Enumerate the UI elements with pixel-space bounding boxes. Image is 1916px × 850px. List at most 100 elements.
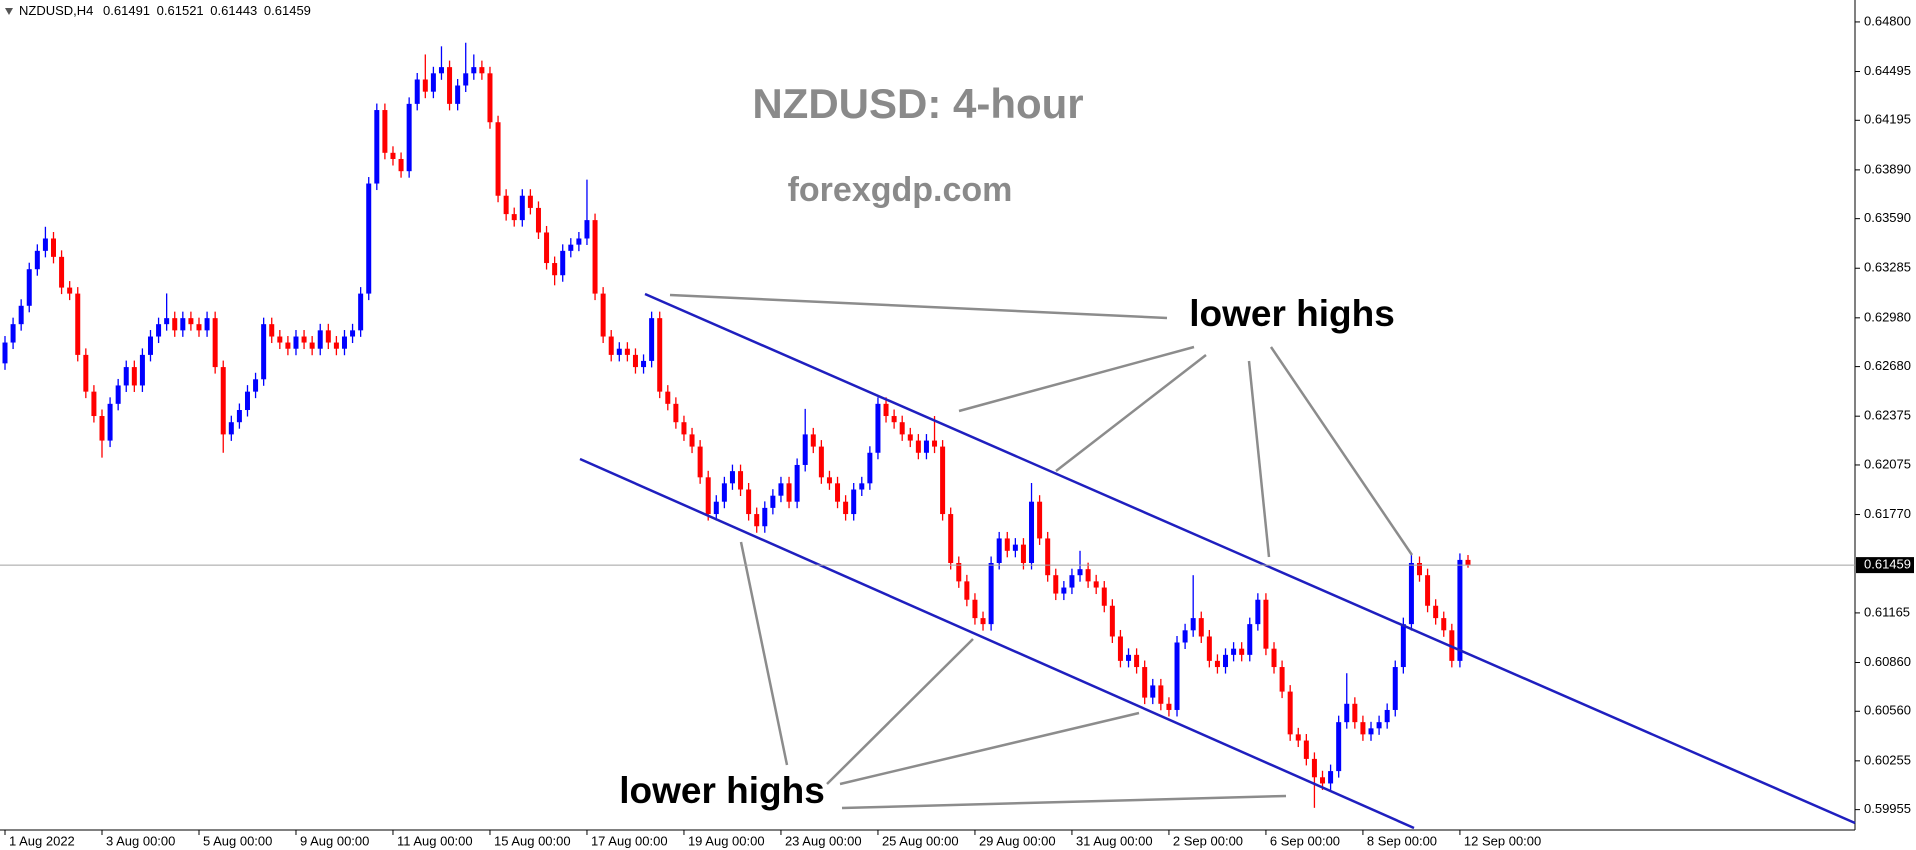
candle-body: [2, 342, 8, 364]
x-tick-label: 6 Sep 00:00: [1270, 833, 1340, 848]
x-tick-label: 12 Sep 00:00: [1464, 833, 1541, 848]
candle-body: [1352, 703, 1358, 723]
candle-body: [236, 410, 242, 423]
candle-body: [1166, 703, 1172, 710]
candle-body: [1085, 569, 1091, 582]
candle-body: [10, 324, 16, 343]
candle-body: [1465, 559, 1471, 566]
x-tick-label: 1 Aug 2022: [9, 833, 75, 848]
candle-body: [665, 391, 671, 404]
candle-body: [1344, 703, 1350, 723]
upper-channel-line: [644, 292, 1856, 825]
candle-body: [447, 67, 453, 104]
pointer-line: [958, 345, 1195, 413]
pointer-line: [1055, 354, 1207, 472]
chart-title: NZDUSD: 4-hour: [752, 80, 1083, 127]
candle-body: [907, 434, 913, 441]
x-tick-label: 11 Aug 00:00: [397, 833, 473, 848]
candle-body: [923, 440, 929, 453]
candle-body: [544, 232, 550, 264]
pointer-line: [839, 711, 1140, 786]
candle-body: [1214, 660, 1220, 668]
candle-body: [59, 256, 65, 288]
y-tick-label: 0.64195: [1864, 112, 1911, 127]
candle-body: [164, 318, 170, 325]
candle-body: [511, 214, 517, 221]
candle-body: [560, 250, 566, 276]
candle-body: [325, 330, 331, 343]
candle-body: [1206, 636, 1212, 661]
candle-body: [406, 103, 412, 172]
x-tick-label: 29 Aug 00:00: [979, 833, 1056, 848]
candle-body: [843, 501, 849, 515]
candle-body: [600, 293, 606, 337]
candle-body: [1417, 562, 1423, 576]
candle-body: [729, 471, 735, 484]
candle-body: [196, 324, 202, 331]
candle-body: [891, 416, 897, 423]
candle-body: [366, 183, 372, 294]
pointer-line: [739, 541, 789, 766]
candles: [2, 42, 1471, 808]
last-close: 0.61459: [264, 3, 311, 18]
candle-body: [1279, 667, 1285, 692]
candle-body: [738, 471, 744, 490]
candle-body: [1441, 618, 1447, 631]
candle-body: [220, 367, 226, 435]
candle-body: [762, 507, 768, 527]
candle-body: [1223, 654, 1229, 668]
candle-body: [333, 342, 339, 349]
candle-body: [552, 263, 558, 276]
candle-body: [1239, 648, 1245, 655]
candle-body: [1109, 605, 1115, 637]
candle-body: [1433, 605, 1439, 619]
candle-body: [285, 342, 291, 349]
x-tick-label: 19 Aug 00:00: [688, 833, 765, 848]
candle-body: [1247, 624, 1253, 655]
annotation: lower highs: [1189, 293, 1395, 334]
candle-body: [115, 385, 121, 404]
candle-body: [463, 73, 469, 86]
candle-body: [382, 110, 388, 153]
candle-body: [317, 330, 323, 349]
candle-body: [438, 67, 444, 74]
candle-body: [1182, 630, 1188, 643]
candle-body: [826, 477, 832, 484]
candle-body: [786, 483, 792, 502]
candle-body: [1061, 587, 1067, 594]
candle-body: [1376, 722, 1382, 729]
candle-body: [883, 403, 889, 417]
candle-body: [1263, 599, 1269, 649]
candle-body: [1360, 722, 1366, 735]
candle-body: [42, 238, 48, 251]
candle-body: [131, 367, 137, 386]
candle-body: [1053, 575, 1059, 594]
candle-body: [374, 110, 380, 184]
candle-body: [802, 434, 808, 465]
candle-body: [835, 483, 841, 502]
candle-body: [188, 318, 194, 325]
y-tick-label: 0.64800: [1864, 13, 1911, 28]
candle-body: [123, 367, 129, 386]
candle-body: [535, 207, 541, 233]
y-tick-label: 0.62980: [1864, 309, 1911, 324]
candle-body: [681, 422, 687, 435]
candle-body: [277, 336, 283, 343]
candle-body: [641, 360, 647, 368]
candle-body: [1093, 581, 1099, 588]
candle-body: [1158, 685, 1164, 704]
candle-body: [972, 599, 978, 619]
candle-body: [980, 618, 986, 625]
current-price-box: [1856, 557, 1914, 574]
pointer-line: [826, 638, 974, 785]
candle-body: [341, 336, 347, 349]
candle-body: [915, 440, 921, 453]
candle-body: [430, 73, 436, 92]
candle-body: [948, 514, 954, 563]
candle-body: [172, 318, 178, 331]
candle-body: [180, 318, 186, 331]
candle-body: [867, 452, 873, 484]
candle-body: [576, 238, 582, 245]
y-tick-label: 0.60255: [1864, 752, 1911, 767]
